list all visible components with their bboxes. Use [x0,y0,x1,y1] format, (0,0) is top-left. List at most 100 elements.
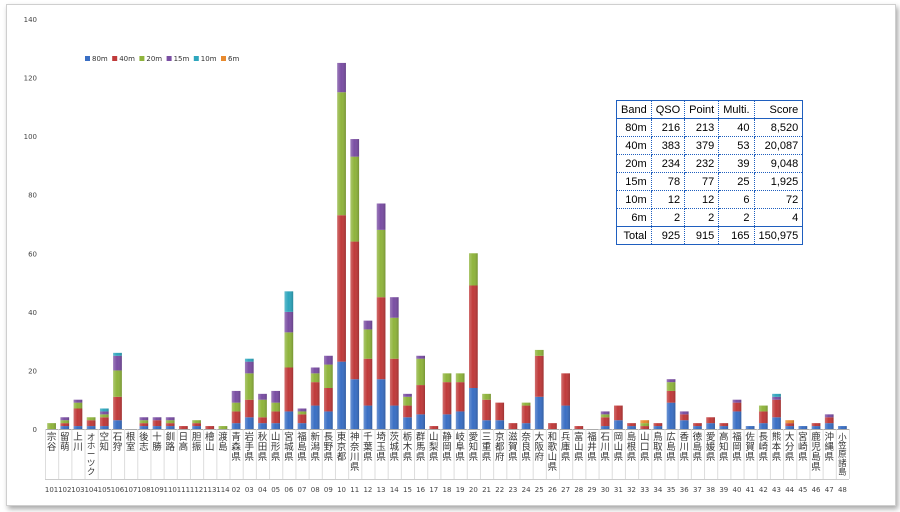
bar-shade [310,382,320,406]
bar-shade [139,420,149,424]
bar-shade [693,423,702,427]
bar-shade [376,203,386,230]
legend-label: 6m [228,55,239,63]
bars-layer [47,62,847,429]
x-tick-label: 大分県 [785,431,795,463]
x-tick-label: 静岡県 [442,431,452,463]
x-tick-label: 胆振 [192,432,202,453]
bar-shade [363,320,373,330]
y-tick-label: 0 [33,426,37,434]
legend-swatch [221,56,226,61]
bar-shade [785,423,795,427]
x-code-label: 02 [232,486,241,494]
x-code-label: 18 [443,486,452,494]
bar-shade [534,355,544,397]
bar-shade [258,393,267,400]
bar-shade [165,420,175,424]
bar-shade [60,420,70,424]
bar-shade [337,215,346,362]
x-tick-label: 山口県 [640,432,650,463]
bar-shade [139,417,149,421]
x-tick-label: 石川県 [600,432,610,463]
bar-shade [271,423,281,429]
x-code-label: 107 [124,486,137,494]
bar-shade [284,311,294,333]
score-cell: 8,520 [754,118,803,137]
y-axis: 0 20 40 60 80 100 120 140 [24,16,37,434]
x-code-label: 24 [522,486,531,494]
bar-shade [284,367,294,412]
bar-shade [99,408,109,412]
bar-shade [99,414,109,418]
score-cell: QSO [651,100,686,119]
bar-shade [824,423,834,429]
bar-shade [271,390,281,403]
bar-shade [165,426,175,429]
legend-label: 20m [146,55,162,63]
score-cell: 925 [651,226,686,245]
score-cell: 77 [684,172,720,191]
bar-shade [640,423,650,427]
bar-shade [666,382,676,391]
bar-shade [192,426,201,429]
bar-shade [271,411,281,424]
bar-shade [113,370,122,397]
x-tick-label: 空知 [100,431,110,453]
score-cell: 12 [684,190,720,209]
bar-shade [627,423,636,427]
bar-shade [258,423,267,429]
x-tick-label: 京都府 [495,431,505,463]
bar-shade [350,379,360,429]
bar-shade [455,411,465,429]
x-tick-label: 徳島県 [693,431,703,463]
bar-shade [758,423,768,429]
bar-shade [613,405,623,421]
x-tick-label: 福島県 [297,431,307,463]
x-tick-label: 埼玉県 [376,431,386,463]
bar-shade [244,373,254,400]
x-tick-label: 後志 [139,431,149,453]
bar-shade [627,426,636,429]
score-cell: 232 [684,154,720,173]
score-cell: Total [616,226,652,245]
x-tick-label: 富山県 [574,431,584,463]
score-cell: 6m [616,208,652,227]
x-tick-label: 宮崎県 [798,431,808,463]
bar-shade [613,420,623,429]
bar-shade [824,417,834,424]
x-code-label: 42 [759,486,768,494]
bar-shade [350,241,360,380]
score-row: Total 925 915 165 150,975 [616,226,803,245]
score-cell: 915 [684,226,720,245]
bar-shade [284,332,294,368]
bar-shade [363,405,373,429]
score-row: 15m 78 77 25 1,925 [616,172,803,191]
bar-shade [350,156,360,242]
score-row: 80m 216 213 40 8,520 [616,118,803,137]
legend-swatch [193,56,199,61]
x-code-label: 14 [390,486,399,494]
x-tick-label: 東京都 [337,431,347,463]
x-code-label: 29 [588,486,597,494]
bar-shade [86,420,96,427]
bar-shade [218,426,228,429]
legend-label: 40m [119,55,135,63]
bar-shade [653,426,663,429]
bar-shade [86,426,96,429]
score-cell: 9,048 [754,154,803,173]
bar-shade [521,423,531,429]
bar-shade [455,382,465,412]
x-code-label: 03 [245,486,254,494]
x-tick-label: 沖縄県 [824,431,834,463]
x-tick-label: 兵庫県 [561,431,571,463]
bar-shade [231,390,241,403]
bar-shade [113,420,122,429]
score-cell: 40 [718,118,755,137]
x-code-label: 104 [84,486,98,494]
x-tick-label: 小笠原諸島 [838,432,847,477]
score-cell: 78 [651,172,686,191]
bar-shade [666,379,676,383]
x-tick-label: 釧路 [165,431,175,453]
bar-shade [561,373,570,406]
score-cell: 216 [651,118,686,137]
